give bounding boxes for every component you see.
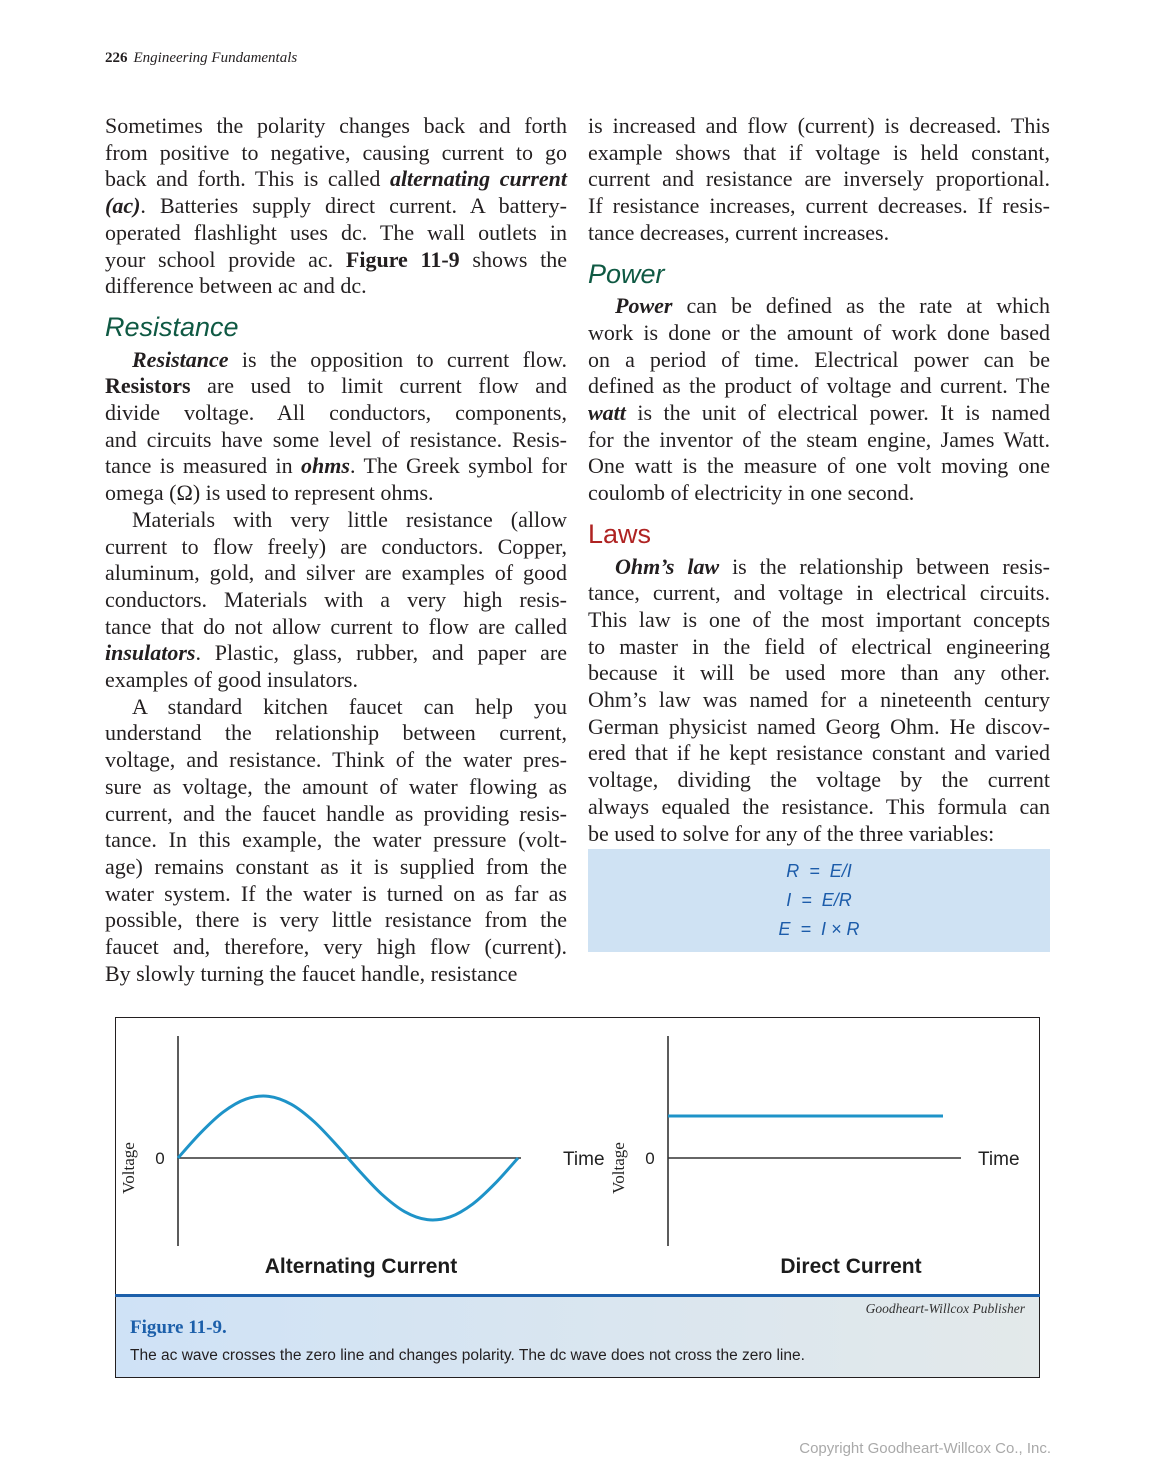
svg-text:Time: Time xyxy=(563,1149,605,1170)
svg-text:0: 0 xyxy=(645,1149,654,1168)
svg-text:Voltage: Voltage xyxy=(609,1142,628,1194)
svg-text:Direct Current: Direct Current xyxy=(780,1255,921,1278)
svg-text:Alternating Current: Alternating Current xyxy=(265,1255,458,1278)
svg-text:Voltage: Voltage xyxy=(119,1142,138,1194)
svg-text:Time: Time xyxy=(978,1149,1020,1170)
svg-text:0: 0 xyxy=(155,1149,164,1168)
